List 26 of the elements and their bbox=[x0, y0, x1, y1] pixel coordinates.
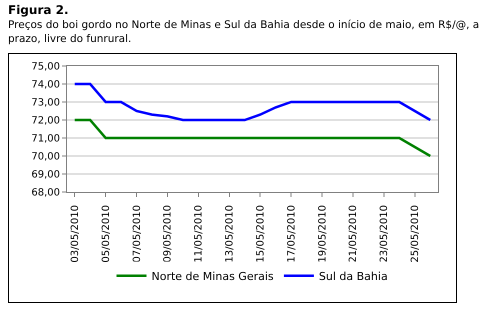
legend-label: Norte de Minas Gerais bbox=[152, 270, 274, 284]
y-tick-label: 71,00 bbox=[31, 134, 60, 144]
y-tick-label: 73,00 bbox=[31, 98, 60, 108]
x-tick-label: 23/05/2010 bbox=[379, 205, 390, 263]
y-tick-label: 72,00 bbox=[31, 116, 60, 126]
x-tick-label: 07/05/2010 bbox=[132, 205, 143, 263]
x-tick-label: 03/05/2010 bbox=[70, 205, 81, 263]
x-tick-label: 17/05/2010 bbox=[286, 205, 298, 263]
y-tick-label: 70,00 bbox=[31, 152, 60, 162]
x-tick-label: 13/05/2010 bbox=[224, 205, 236, 263]
x-tick-label: 09/05/2010 bbox=[162, 205, 174, 263]
legend-label: Sul da Bahia bbox=[318, 270, 388, 284]
chart-subtitle: Preços do boi gordo no Norte de Minas e Sul da Bahia desde o início de maio, em R$/@, a prazo, livre do funrural. bbox=[8, 18, 480, 46]
x-tick-label: 11/05/2010 bbox=[194, 205, 205, 263]
y-tick-label: 68,00 bbox=[31, 188, 60, 198]
y-tick-label: 69,00 bbox=[31, 170, 60, 180]
chart-title: Figura 2. bbox=[8, 3, 69, 17]
line-series bbox=[73, 118, 432, 158]
y-tick-label: 74,00 bbox=[31, 80, 60, 90]
x-tick-label: 15/05/2010 bbox=[255, 205, 266, 263]
y-tick-label: 75,00 bbox=[31, 62, 60, 72]
x-tick-label: 21/05/2010 bbox=[348, 205, 360, 263]
x-tick-label: 05/05/2010 bbox=[100, 205, 112, 263]
x-tick-label: 19/05/2010 bbox=[317, 205, 328, 263]
x-tick-label: 25/05/2010 bbox=[410, 205, 422, 263]
line-series bbox=[73, 82, 432, 122]
